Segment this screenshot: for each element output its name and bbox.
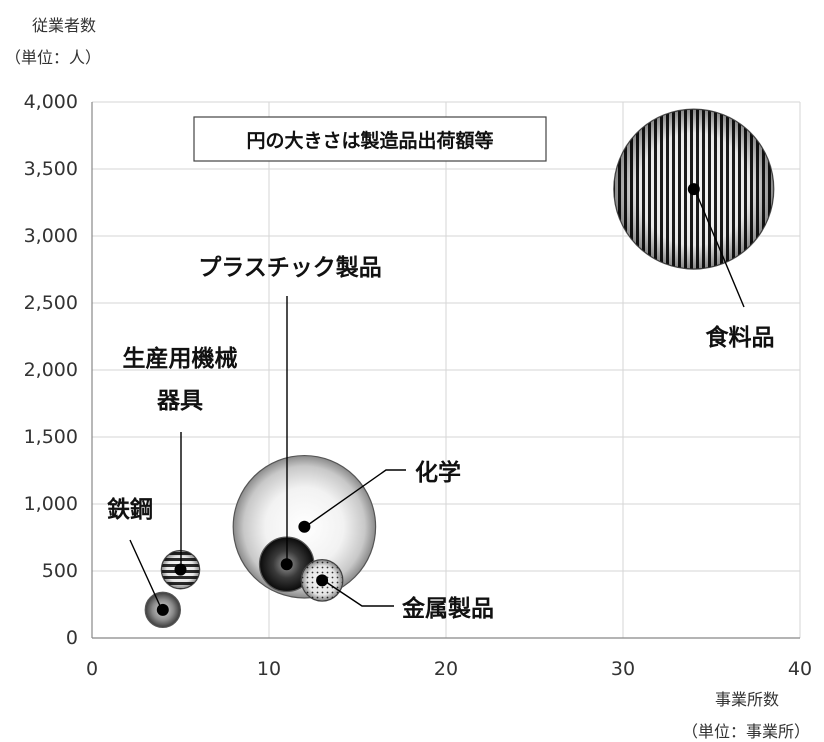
x-tick-label: 10 — [257, 658, 281, 680]
x-tick-label: 40 — [788, 658, 812, 680]
data-point-marker — [156, 603, 169, 616]
series-label: プラスチック製品 — [198, 254, 382, 281]
data-point-marker — [687, 183, 700, 196]
data-point-marker — [280, 558, 293, 571]
legend-note: 円の大きさは製造品出荷額等 — [246, 129, 493, 152]
x-axis-unit: （単位：事業所） — [682, 722, 811, 741]
y-tick-label: 500 — [42, 560, 78, 582]
y-tick-label: 0 — [66, 627, 78, 649]
x-tick-label: 20 — [434, 658, 458, 680]
data-point-marker — [316, 574, 329, 587]
y-tick-label: 4,000 — [24, 91, 78, 113]
y-tick-label: 2,500 — [24, 292, 78, 314]
legend-note-box — [193, 116, 547, 162]
series-label: 金属製品 — [401, 595, 494, 622]
series-label: 食料品 — [706, 324, 775, 351]
leader-line — [304, 469, 406, 528]
y-tick-label: 3,500 — [24, 158, 78, 180]
series-label: 鉄鋼 — [107, 496, 153, 523]
leader-line — [694, 189, 745, 308]
series-label: 器具 — [156, 388, 203, 414]
y-tick-label: 1,000 — [24, 493, 78, 515]
x-axis-title: 事業所数 — [715, 690, 780, 709]
series-label: 化学 — [415, 459, 461, 486]
y-tick-label: 2,000 — [24, 359, 78, 381]
x-tick-label: 0 — [86, 658, 98, 680]
series-label: 生産用機械 — [123, 345, 238, 372]
leader-line — [322, 579, 394, 607]
x-tick-label: 30 — [611, 658, 635, 680]
leader-line — [129, 539, 162, 609]
y-tick-label: 1,500 — [24, 426, 78, 448]
y-axis-title: 従業者数 — [32, 16, 97, 35]
y-axis-unit: （単位：人） — [5, 48, 102, 67]
data-point-marker — [174, 563, 187, 576]
y-tick-label: 3,000 — [24, 225, 78, 247]
data-point-marker — [298, 520, 311, 533]
